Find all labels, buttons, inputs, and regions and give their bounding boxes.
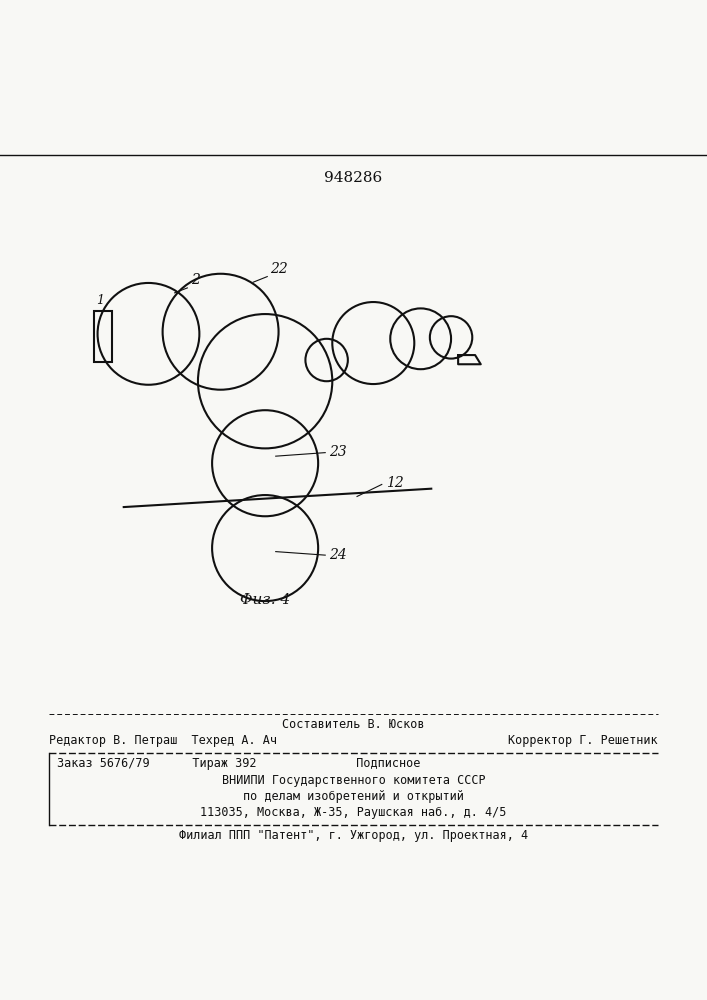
Text: Филиал ППП "Патент", г. Ужгород, ул. Проектная, 4: Филиал ППП "Патент", г. Ужгород, ул. Про…	[179, 829, 528, 842]
Text: 12: 12	[386, 476, 404, 490]
Text: Заказ 5676/79      Тираж 392              Подписное: Заказ 5676/79 Тираж 392 Подписное	[57, 757, 420, 770]
Text: Составитель В. Юсков: Составитель В. Юсков	[282, 718, 425, 731]
Text: 23: 23	[329, 445, 346, 459]
Text: 1: 1	[96, 294, 105, 307]
Text: 948286: 948286	[325, 171, 382, 185]
Text: 24: 24	[329, 548, 346, 562]
Text: по делам изобретений и открытий: по делам изобретений и открытий	[243, 790, 464, 803]
Text: Φuз. 4: Φuз. 4	[240, 593, 291, 607]
Text: 22: 22	[270, 262, 288, 276]
Text: Корректор Г. Решетник: Корректор Г. Решетник	[508, 734, 658, 747]
Text: Редактор В. Петраш  Техред А. Ач: Редактор В. Петраш Техред А. Ач	[49, 734, 277, 747]
Text: 113035, Москва, Ж-35, Раушская наб., д. 4/5: 113035, Москва, Ж-35, Раушская наб., д. …	[200, 806, 507, 819]
Text: ВНИИПИ Государственного комитета СССР: ВНИИПИ Государственного комитета СССР	[222, 774, 485, 787]
Bar	[94, 311, 112, 362]
Text: 2: 2	[191, 273, 200, 287]
